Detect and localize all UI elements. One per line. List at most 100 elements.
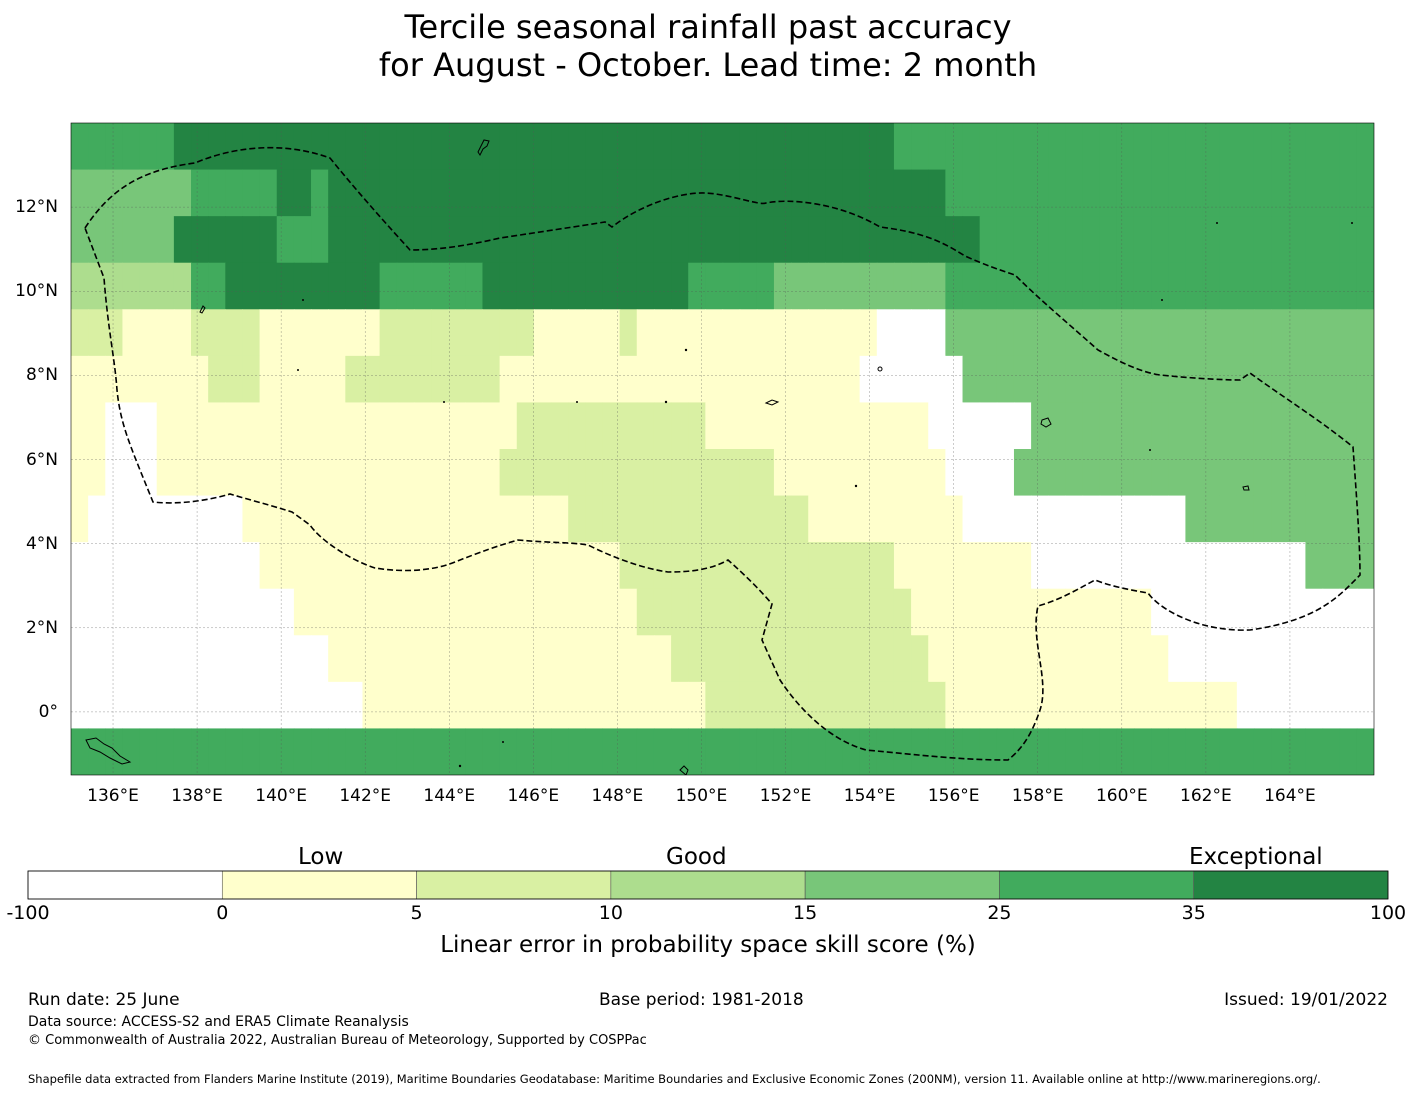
run-date: Run date: 25 June [28,990,180,1010]
grid-cell [1185,262,1204,310]
grid-cell [653,216,672,264]
grid-cell [1202,309,1221,357]
grid-cell [893,402,912,450]
grid-cell [1185,495,1204,543]
grid-cell [482,402,501,450]
grid-cell [705,402,724,450]
grid-cell [602,588,621,636]
grid-cell [602,449,621,497]
grid-cell [979,402,998,450]
island-manus [679,765,689,775]
grid-cell [859,216,878,264]
grid-cell [568,542,586,590]
island-dot [854,484,858,488]
grid-cell [825,728,844,775]
grid-cell [1356,588,1374,636]
island-palau [199,305,206,314]
grid-cell [122,169,141,217]
grid-cell [88,123,106,171]
grid-cell [876,169,895,217]
grid-cell [1065,169,1084,217]
grid-cell [911,216,929,264]
grid-cell [585,449,604,497]
grid-cell [979,449,998,497]
grid-cell [722,635,741,683]
longitude-tick-label: 158°E [1011,786,1064,806]
grid-cell [208,449,226,497]
grid-cell [722,262,741,310]
grid-cell [1048,635,1066,683]
island-dot [684,348,688,352]
grid-cell [242,681,261,730]
grid-cell [293,728,312,775]
grid-cell [208,728,226,775]
grid-cell [739,449,758,497]
longitude-tick-label: 142°E [339,786,392,806]
grid-cell [1271,216,1289,264]
grid-cell [585,169,604,217]
grid-cell [465,262,484,310]
grid-cell [208,542,226,590]
grid-cell [979,123,998,171]
grid-cell [242,588,261,636]
grid-cell [533,355,552,404]
grid-cell [791,402,809,450]
grid-cell [671,355,689,404]
grid-cell [139,216,158,264]
grid-cell [568,681,586,730]
grid-cell [431,728,449,775]
grid-cell [413,262,432,310]
island-pohnpei [1040,417,1052,428]
grid-cell [1356,449,1374,497]
grid-cell [911,169,929,217]
grid-cell [396,402,415,450]
grid-cell [842,309,861,357]
grid-cell [1116,449,1135,497]
grid-cell [756,635,775,683]
grid-cell [156,635,175,683]
grid-cell [276,262,295,310]
grid-cell [602,355,621,404]
grid-cell [808,635,826,683]
grid-cell [756,588,775,636]
skill-score-grid [71,123,1374,775]
grid-cell [71,169,89,217]
grid-cell [516,309,535,357]
grid-cell [1168,588,1186,636]
colorbar-tick-label: 100 [1369,902,1407,924]
grid-cell [1116,728,1135,775]
island-dot [1351,222,1353,224]
grid-cell [1048,449,1066,497]
grid-cell [1288,309,1307,357]
grid-cell [88,262,106,310]
grid-cell [773,123,792,171]
grid-cell [859,635,878,683]
island-dot [302,299,304,301]
grid-cell [362,309,381,357]
grid-cell [979,309,998,357]
grid-cell [328,588,346,636]
grid-cell [225,355,244,404]
grid-cell [311,542,329,590]
grid-cell [191,169,209,217]
data-source: Data source: ACCESS-S2 and ERA5 Climate … [28,1014,409,1030]
grid-cell [431,402,449,450]
grid-cell [756,402,775,450]
grid-cell [602,681,621,730]
grid-cell [173,635,192,683]
grid-cell [413,123,432,171]
grid-cell [242,728,261,775]
grid-cell [671,309,689,357]
grid-cell [636,262,655,310]
grid-cell [551,309,569,357]
grid-cell [362,588,381,636]
grid-cell [139,169,158,217]
grid-cell [396,681,415,730]
grid-cell [911,355,929,404]
grid-cell [1305,635,1324,683]
grid-cell [345,449,364,497]
grid-cell [945,542,964,590]
grid-cell [1133,262,1152,310]
grid-cell [88,216,106,264]
grid-cell [1271,449,1289,497]
